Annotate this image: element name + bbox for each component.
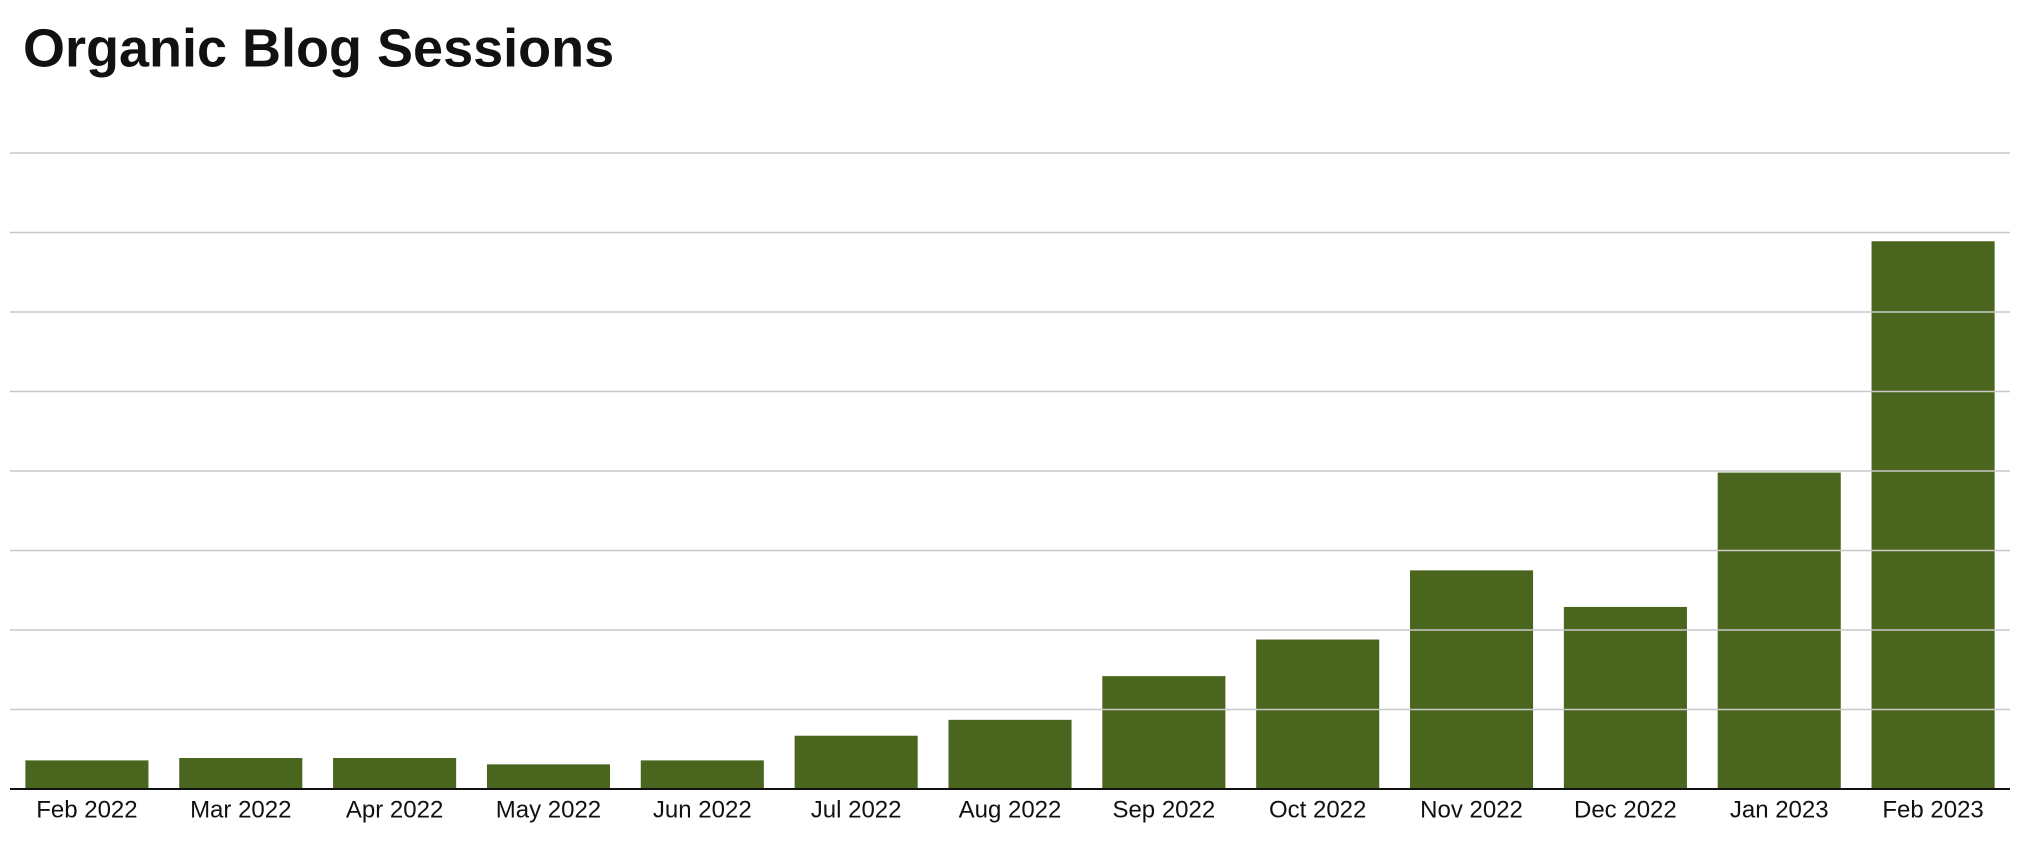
x-tick-label: May 2022: [496, 796, 601, 823]
bar: [1256, 639, 1380, 789]
x-tick-label: Jul 2022: [811, 796, 902, 823]
bar: [333, 757, 457, 789]
x-tick-label: Nov 2022: [1420, 796, 1523, 823]
bar: [1563, 606, 1687, 789]
x-tick-label: Dec 2022: [1574, 796, 1677, 823]
bar: [25, 760, 149, 789]
bar: [1102, 676, 1226, 789]
x-tick-label: Mar 2022: [190, 796, 291, 823]
bar: [486, 764, 610, 789]
chart-title: Organic Blog Sessions: [23, 18, 614, 78]
x-tick-label: Aug 2022: [959, 796, 1062, 823]
x-tick-label: Feb 2023: [1882, 796, 1983, 823]
bar: [640, 760, 764, 789]
bar: [1410, 570, 1534, 789]
x-tick-label: Feb 2022: [36, 796, 137, 823]
x-tick-label: Jun 2022: [653, 796, 752, 823]
x-tick-label: Sep 2022: [1112, 796, 1215, 823]
x-tick-label: Apr 2022: [346, 796, 443, 823]
bar: [179, 757, 303, 789]
x-tick-label: Jan 2023: [1730, 796, 1829, 823]
bar: [948, 719, 1072, 789]
bar: [1717, 472, 1841, 789]
bar: [794, 735, 918, 789]
bar: [1871, 241, 1995, 789]
x-tick-label: Oct 2022: [1269, 796, 1366, 823]
